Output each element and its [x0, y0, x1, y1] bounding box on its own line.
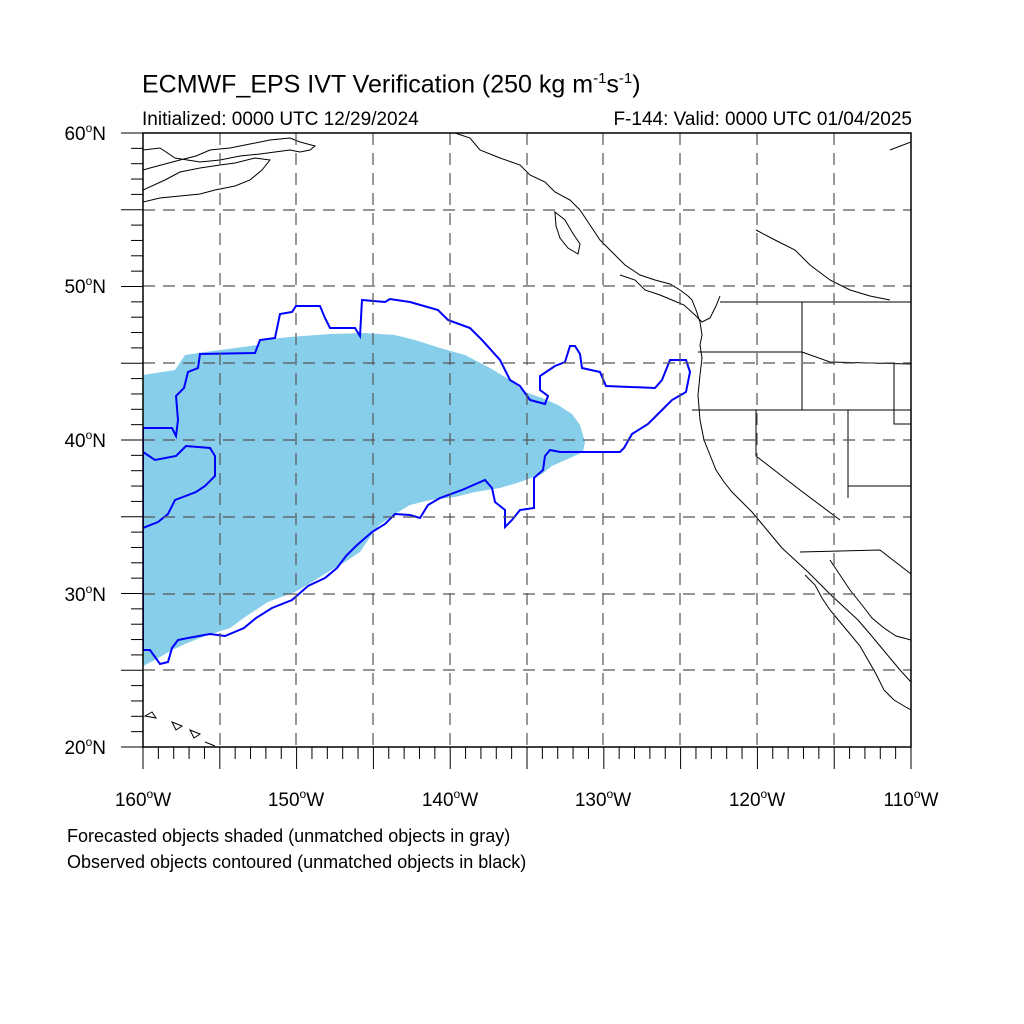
map-title: ECMWF_EPS IVT Verification (250 kg m-1s-…: [142, 70, 641, 99]
lon-label-150: 150oW: [268, 787, 324, 811]
axis-ticks: [121, 132, 912, 769]
legend-forecast-note: Forecasted objects shaded (unmatched obj…: [67, 826, 511, 846]
lat-label-20: 20oN: [64, 735, 106, 759]
valid-time: F-144: Valid: 0000 UTC 01/04/2025: [613, 109, 912, 130]
graticule: [143, 133, 911, 747]
latitude-labels: 60oN 50oN 40oN 30oN 20oN: [64, 121, 106, 759]
lon-label-140: 140oW: [422, 787, 478, 811]
lat-label-50: 50oN: [64, 274, 106, 298]
lon-label-130: 130oW: [575, 787, 631, 811]
lon-label-160: 160oW: [115, 787, 171, 811]
initialized-time: Initialized: 0000 UTC 12/29/2024: [142, 109, 419, 130]
coastlines: [143, 133, 911, 747]
lat-label-60: 60oN: [64, 121, 106, 145]
lat-label-30: 30oN: [64, 582, 106, 606]
observed-object-contour: [143, 297, 692, 666]
lat-label-40: 40oN: [64, 428, 106, 452]
forecast-object: [143, 333, 585, 666]
lon-label-110: 110oW: [884, 787, 939, 811]
longitude-labels: 160oW 150oW 140oW 130oW 120oW 110oW: [115, 787, 939, 811]
legend-observed-note: Observed objects contoured (unmatched ob…: [67, 852, 527, 872]
lon-label-120: 120oW: [729, 787, 785, 811]
